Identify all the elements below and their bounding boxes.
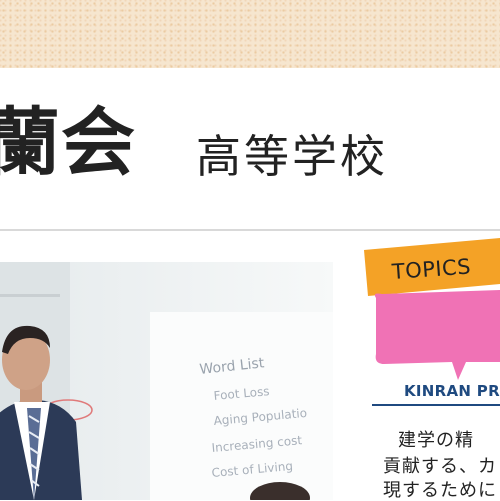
topics-text-line-1: 建学の精	[398, 430, 474, 451]
teacher-face	[2, 330, 50, 390]
classroom-photo-illustration: Word List Foot Loss Aging Populatio Incr…	[0, 262, 333, 500]
whiteboard	[150, 312, 333, 500]
classroom-photo: Word List Foot Loss Aging Populatio Incr…	[0, 262, 333, 500]
topics-text-line-3: 現するために	[383, 480, 497, 501]
decorative-pattern-banner	[0, 0, 500, 68]
topics-heading-underline	[372, 404, 500, 406]
whiteboard-line-1: Foot Loss	[213, 384, 270, 403]
student-head	[250, 482, 310, 500]
topics-text-line-2: 貢献する、カ	[383, 456, 497, 477]
whiteboard-title: Word List	[199, 355, 266, 378]
school-type-title: 高等学校	[196, 130, 389, 183]
school-name-title: 蘭会	[0, 100, 136, 186]
topics-speech-bubble	[374, 290, 500, 380]
topics-label: TOPICS	[391, 254, 472, 284]
header-band	[0, 68, 500, 230]
topics-heading: KINRAN PRI	[404, 382, 500, 400]
header-divider	[0, 229, 500, 231]
topics-tab-shape	[364, 238, 500, 296]
